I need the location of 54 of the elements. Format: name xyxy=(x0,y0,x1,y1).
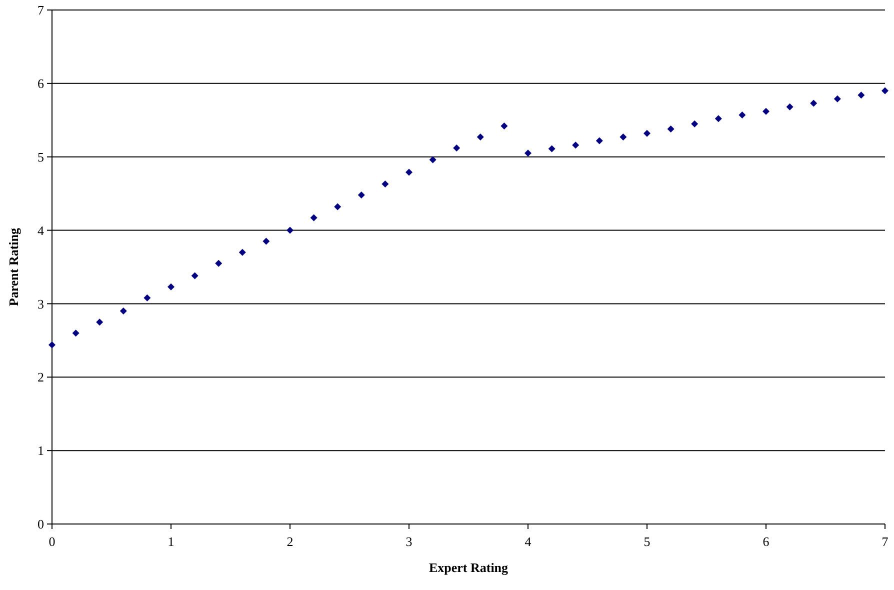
point xyxy=(358,192,365,199)
y-tick-label: 2 xyxy=(38,370,44,385)
point xyxy=(834,95,841,102)
point xyxy=(453,144,460,152)
point xyxy=(786,103,794,110)
point xyxy=(476,134,484,141)
x-tick-label: 0 xyxy=(48,534,56,549)
point xyxy=(714,115,722,122)
point xyxy=(262,238,270,245)
y-tick-label: 1 xyxy=(38,443,44,458)
point xyxy=(72,330,80,337)
point xyxy=(96,318,104,326)
y-tick-label: 6 xyxy=(38,76,44,91)
point xyxy=(429,156,436,164)
point xyxy=(238,248,246,256)
point xyxy=(738,112,746,119)
point xyxy=(382,180,389,188)
point xyxy=(691,120,698,128)
point xyxy=(310,214,318,222)
x-tick-label: 2 xyxy=(286,534,294,549)
point xyxy=(620,134,627,141)
point xyxy=(572,142,580,149)
x-tick-label: 5 xyxy=(644,534,650,549)
point xyxy=(667,125,674,132)
x-axis-title: Expert Rating xyxy=(428,560,509,575)
y-tick-label: 7 xyxy=(38,2,44,18)
point xyxy=(144,294,151,302)
point xyxy=(762,108,770,115)
point xyxy=(191,272,198,280)
y-tick-label: 4 xyxy=(38,222,44,238)
point xyxy=(215,260,222,267)
y-tick-label: 5 xyxy=(38,149,44,164)
point xyxy=(810,100,818,107)
point xyxy=(858,92,865,99)
point xyxy=(334,203,342,210)
x-tick-label: 1 xyxy=(168,534,174,549)
point xyxy=(120,308,127,315)
x-tick-label: 4 xyxy=(524,534,532,549)
point xyxy=(168,283,174,290)
x-tick-label: 3 xyxy=(406,534,412,549)
point xyxy=(48,341,56,348)
x-tick-label: 6 xyxy=(762,534,770,549)
point xyxy=(500,122,508,130)
point xyxy=(882,87,888,94)
y-axis-title: Parent Rating xyxy=(6,227,21,306)
x-tick-label: 7 xyxy=(882,534,889,549)
point xyxy=(524,150,532,157)
point xyxy=(644,130,650,137)
point xyxy=(548,145,556,152)
point xyxy=(406,168,412,176)
point xyxy=(286,226,294,234)
y-tick-label: 3 xyxy=(38,296,44,312)
y-tick-label: 0 xyxy=(38,516,44,532)
point xyxy=(596,137,603,144)
